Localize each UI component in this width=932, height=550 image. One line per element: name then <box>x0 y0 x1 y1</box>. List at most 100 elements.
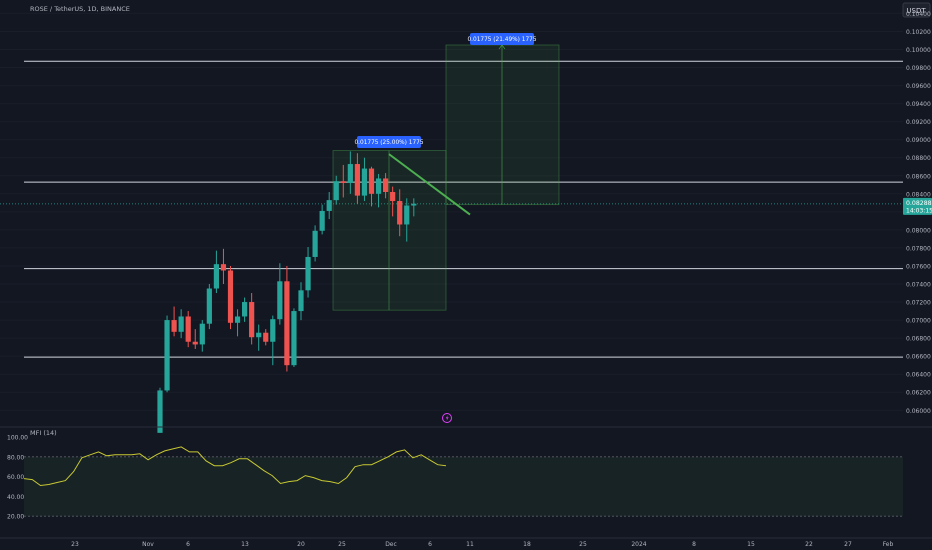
lightning-icon[interactable] <box>442 413 452 423</box>
currency-label[interactable]: USDT <box>906 7 926 15</box>
price-tick-label: 0.07600 <box>906 263 931 270</box>
price-tick-label: 0.09400 <box>906 101 931 108</box>
candle[interactable] <box>319 204 325 235</box>
candle[interactable] <box>291 308 297 367</box>
candle[interactable] <box>340 164 346 198</box>
candle-body <box>291 311 297 366</box>
trendline[interactable] <box>388 153 471 216</box>
candle[interactable] <box>411 198 417 217</box>
candle-body <box>227 270 234 323</box>
candle-body <box>354 164 360 196</box>
candle-body <box>319 210 325 231</box>
candle[interactable] <box>397 189 403 237</box>
candle[interactable] <box>192 329 198 349</box>
candle[interactable] <box>242 297 248 322</box>
candle[interactable] <box>178 309 184 339</box>
time-tick-label: 13 <box>241 541 249 548</box>
price-range-zone-2[interactable] <box>445 44 560 206</box>
candle-body <box>390 192 396 202</box>
candles <box>157 151 417 433</box>
candle[interactable] <box>354 153 360 204</box>
mfi-line[interactable] <box>23 446 447 487</box>
candle[interactable] <box>164 315 170 393</box>
measure-label-1-text: 0.01775 (25.00%) 1775 <box>354 140 423 146</box>
mfi-pane: 100.00 80.00 60.00 40.00 20.00 <box>0 426 932 521</box>
candle[interactable] <box>157 387 163 433</box>
time-tick-label: 6 <box>428 541 432 548</box>
time-tick-label: Nov <box>142 541 154 548</box>
price-tick-label: 0.09000 <box>906 137 931 144</box>
candle[interactable] <box>312 225 318 262</box>
mfi-tick-label: 100.00 <box>7 435 28 442</box>
candle[interactable] <box>199 320 205 352</box>
current-price-badge <box>903 197 932 215</box>
candle[interactable] <box>390 186 396 217</box>
candle[interactable] <box>256 324 262 351</box>
price-tick-label: 0.09800 <box>906 65 931 72</box>
indicator-title[interactable]: MFI (14) <box>30 429 57 437</box>
candle-body <box>312 230 318 257</box>
candle[interactable] <box>361 157 368 202</box>
currency-button-bg[interactable] <box>902 2 931 18</box>
candle-body <box>305 256 311 291</box>
price-scale-bg <box>903 0 932 550</box>
price-tick-label: 0.06200 <box>906 390 931 397</box>
countdown-label: 14:03:15 <box>906 207 932 214</box>
time-axis: 23 Nov 6 13 20 25 Dec 6 11 18 25 2024 8 15 22 27 Feb <box>0 537 932 548</box>
candle[interactable] <box>171 306 177 337</box>
candle-body <box>326 200 332 211</box>
measure-label-2[interactable]: 0.01775 (21.49%) 1775 <box>467 33 537 45</box>
candle-body <box>404 205 410 225</box>
candle-body <box>234 316 241 323</box>
candle-body <box>157 390 163 433</box>
measure-label-1[interactable]: 0.01775 (25.00%) 1775 <box>354 136 424 148</box>
time-tick-label: 22 <box>805 541 813 548</box>
price-tick-label: 0.06600 <box>906 354 931 361</box>
candle-body <box>361 168 368 196</box>
candle[interactable] <box>234 309 241 337</box>
candle[interactable] <box>277 263 283 325</box>
measure-label-2-bg <box>470 33 534 45</box>
candle[interactable] <box>185 311 191 348</box>
candle[interactable] <box>249 293 255 345</box>
candle[interactable] <box>333 175 339 205</box>
candle[interactable] <box>270 315 276 366</box>
candle-body <box>242 302 248 317</box>
candle[interactable] <box>326 192 332 220</box>
candle[interactable] <box>220 248 227 285</box>
candle-body <box>171 320 177 332</box>
symbol-title[interactable]: ROSE / TetherUS, 1D, BINANCE <box>30 5 130 13</box>
candle[interactable] <box>305 247 311 298</box>
candle[interactable] <box>263 329 269 346</box>
mfi-tick-label: 20.00 <box>7 514 24 521</box>
price-scale[interactable]: USDT 0.10400 0.10200 0.10000 0.09800 0.09600… <box>902 0 932 550</box>
time-tick-label: 11 <box>466 541 474 548</box>
candle[interactable] <box>404 198 410 242</box>
candle-body <box>206 288 212 324</box>
candle[interactable] <box>298 282 304 321</box>
candle[interactable] <box>383 173 389 199</box>
mfi-tick-label: 80.00 <box>7 454 24 461</box>
time-tick-label: Dec <box>385 541 397 548</box>
price-tick-label: 0.06400 <box>906 372 931 379</box>
time-tick-label: Feb <box>883 541 894 548</box>
candle-body <box>277 281 283 320</box>
time-tick-label: 25 <box>338 541 346 548</box>
candle[interactable] <box>375 173 382 208</box>
candle[interactable] <box>213 250 219 294</box>
mfi-tick-label: 40.00 <box>7 494 24 501</box>
candle[interactable] <box>206 284 212 330</box>
candle[interactable] <box>368 166 375 207</box>
price-tick-label: 0.10200 <box>906 29 931 36</box>
price-tick-label: 0.06000 <box>906 408 931 415</box>
candle[interactable] <box>227 265 234 330</box>
price-tick-label: 0.06800 <box>906 336 931 343</box>
candle-body <box>397 201 403 225</box>
price-tick-label: 0.09600 <box>906 83 931 90</box>
time-tick-label: 8 <box>692 541 696 548</box>
candle[interactable] <box>347 151 353 194</box>
candle-body <box>192 341 198 345</box>
candle-body <box>298 290 304 312</box>
candle[interactable] <box>284 265 290 372</box>
